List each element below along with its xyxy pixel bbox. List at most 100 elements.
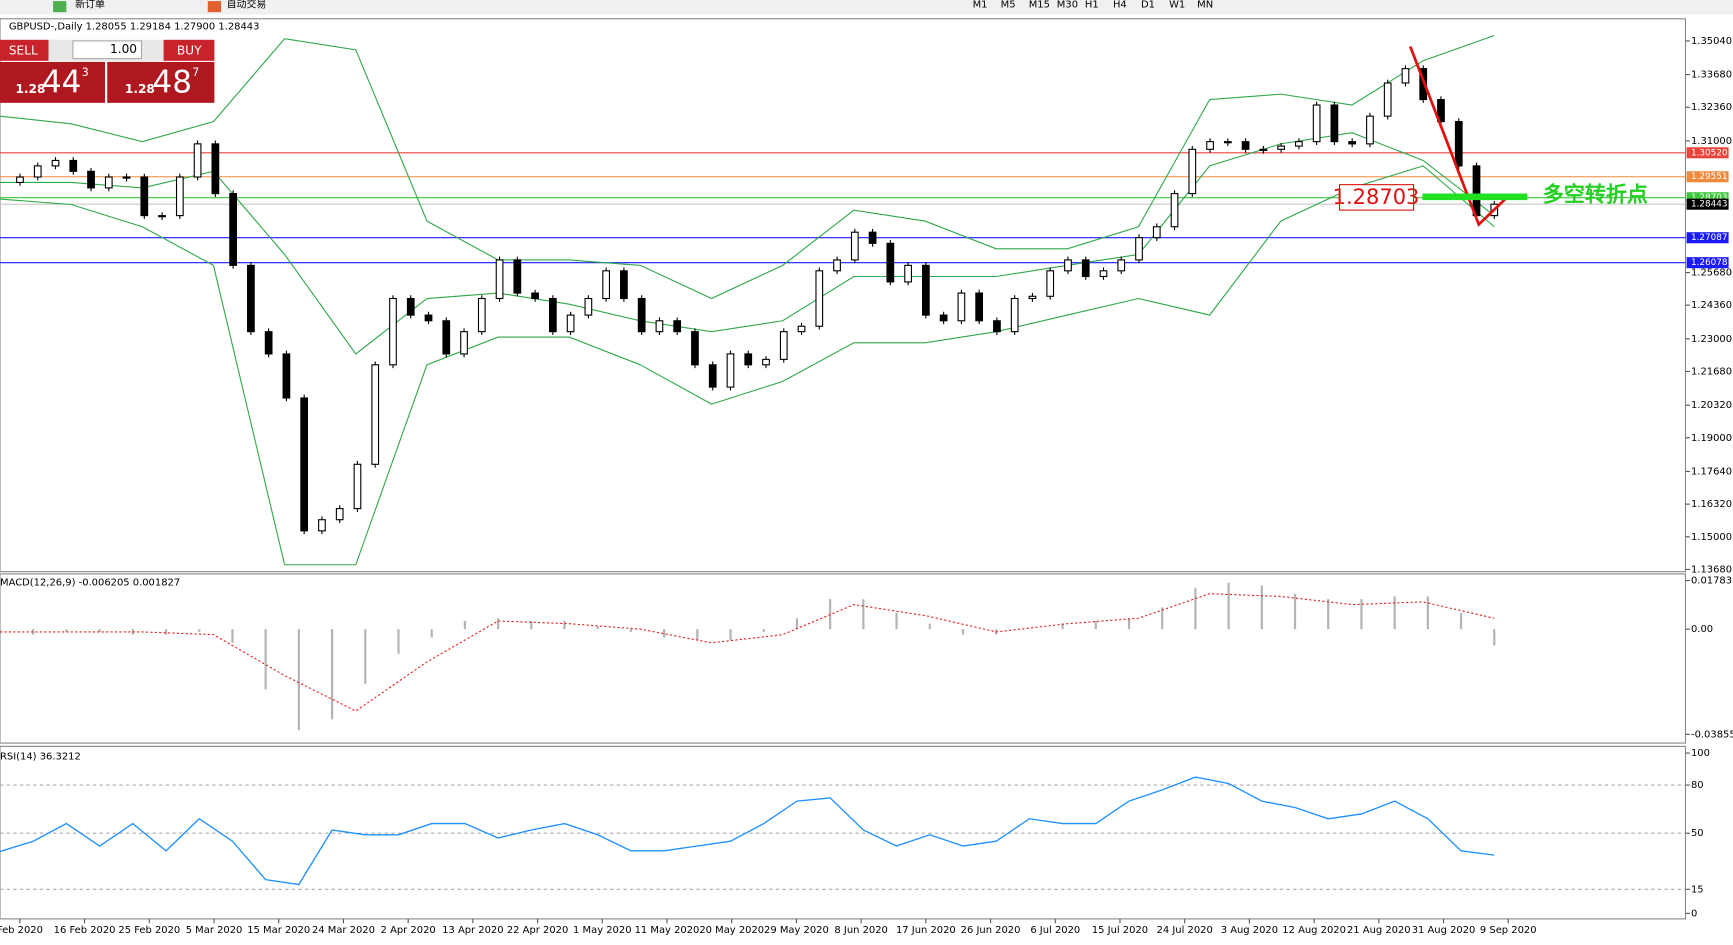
x-tick-label: 2 Apr 2020 xyxy=(381,925,436,936)
y-tick-label: 1.20320 xyxy=(1691,400,1732,411)
candle xyxy=(673,320,682,333)
buy-button[interactable] xyxy=(163,39,215,61)
bid-box[interactable] xyxy=(0,61,105,103)
timeframe[interactable]: M1 xyxy=(973,0,988,10)
candle xyxy=(762,358,770,366)
x-tick-label: 25 Feb 2020 xyxy=(118,925,180,936)
candle xyxy=(1028,295,1037,300)
candle xyxy=(1277,145,1285,150)
candle xyxy=(584,297,593,316)
candle xyxy=(637,297,646,333)
x-tick-label: 1 May 2020 xyxy=(573,925,631,936)
ask-box[interactable] xyxy=(107,61,215,103)
x-tick-label: 26 Jun 2020 xyxy=(961,925,1021,936)
annotations: 1.28703 多空转折点 xyxy=(1333,45,1648,227)
x-tick-label: 15 Jul 2020 xyxy=(1092,925,1148,936)
y-tick-label: 0 xyxy=(1691,908,1697,919)
candle xyxy=(140,176,149,217)
candle xyxy=(264,331,273,355)
candle xyxy=(1259,148,1268,151)
timeframe[interactable]: D1 xyxy=(1141,0,1155,10)
level-box xyxy=(1686,147,1729,159)
ask-big: 48 xyxy=(153,65,192,101)
candle xyxy=(122,176,131,179)
candle xyxy=(1472,165,1481,217)
candle xyxy=(495,259,504,300)
toolbar xyxy=(0,0,1733,15)
y-tick-label: 1.31000 xyxy=(1691,136,1732,147)
candle xyxy=(33,165,42,178)
candle xyxy=(975,292,984,322)
candle xyxy=(1312,104,1321,143)
candle xyxy=(1401,68,1410,84)
candle xyxy=(1437,99,1445,123)
level-box xyxy=(1686,192,1729,204)
timeframe[interactable]: MN xyxy=(1197,0,1213,10)
candle xyxy=(620,270,628,300)
y-tick-label: 0.017833 xyxy=(1691,576,1733,587)
buy-label[interactable]: BUY xyxy=(177,43,202,57)
y-tick-label: -0.038559 xyxy=(1691,729,1733,740)
timeframe[interactable]: H4 xyxy=(1113,0,1127,10)
candle xyxy=(477,297,486,333)
y-tick-label: 1.16320 xyxy=(1691,499,1732,510)
candle xyxy=(691,331,699,366)
candle xyxy=(69,159,78,172)
rsi-line xyxy=(0,776,1495,886)
trend-arrow xyxy=(1408,45,1507,227)
candle xyxy=(566,314,575,333)
candle xyxy=(1454,121,1463,167)
candle xyxy=(1419,68,1428,101)
new-order-icon[interactable] xyxy=(53,1,67,13)
candle xyxy=(1099,270,1108,278)
timeframe[interactable]: H1 xyxy=(1085,0,1099,10)
candle xyxy=(442,320,451,355)
timeframe[interactable]: M5 xyxy=(1001,0,1016,10)
x-tick-label: 24 Jul 2020 xyxy=(1157,925,1213,936)
x-tick-label: 21 Aug 2020 xyxy=(1347,925,1411,936)
band-lower xyxy=(0,165,1495,566)
candle xyxy=(1188,148,1197,195)
x-tick-label: 8 Jun 2020 xyxy=(834,925,887,936)
candle xyxy=(1117,259,1126,272)
candle xyxy=(371,364,380,465)
x-tick-label: 12 Aug 2020 xyxy=(1282,925,1346,936)
candle xyxy=(886,242,895,283)
sell-button[interactable] xyxy=(0,39,49,61)
level-label: 1.29551 xyxy=(1691,172,1728,182)
y-tick-label: 1.21680 xyxy=(1691,367,1732,378)
timeframe[interactable]: M15 xyxy=(1029,0,1050,10)
sell-label[interactable]: SELL xyxy=(9,43,38,57)
candle xyxy=(904,264,912,283)
candle xyxy=(247,264,255,333)
candle xyxy=(211,143,220,195)
x-tick-label: 16 Feb 2020 xyxy=(54,925,116,936)
x-tick-label: 13 Apr 2020 xyxy=(442,925,503,936)
y-tick-label: 1.35040 xyxy=(1691,36,1732,47)
candle xyxy=(797,325,806,333)
price-note: 1.28703 xyxy=(1333,185,1420,209)
timeframe[interactable]: W1 xyxy=(1169,0,1185,10)
x-tick-label: 22 Apr 2020 xyxy=(507,925,568,936)
toolbar-item[interactable]: 新订单 xyxy=(75,0,105,10)
band-upper xyxy=(0,34,1495,300)
candle xyxy=(1348,141,1357,145)
level-label: 1.26078 xyxy=(1691,258,1728,268)
toolbar-item[interactable]: 自动交易 xyxy=(227,0,267,10)
candle xyxy=(424,314,433,322)
y-tick-label: 1.33680 xyxy=(1691,70,1732,81)
lot-value[interactable]: 1.00 xyxy=(110,42,137,56)
y-tick-label: 1.23000 xyxy=(1691,334,1732,345)
autotrade-icon[interactable] xyxy=(207,1,222,13)
y-tick-label: 1.17640 xyxy=(1691,466,1732,477)
candle xyxy=(282,353,291,399)
y-tick-label: 50 xyxy=(1691,828,1704,839)
candle xyxy=(1081,259,1090,278)
y-tick-label: 1.15000 xyxy=(1691,532,1732,543)
timeframe[interactable]: M30 xyxy=(1057,0,1078,10)
candle xyxy=(175,176,184,217)
x-tick-label: 15 Mar 2020 xyxy=(247,925,310,936)
lot-input[interactable] xyxy=(72,40,143,60)
candle xyxy=(1170,193,1179,228)
